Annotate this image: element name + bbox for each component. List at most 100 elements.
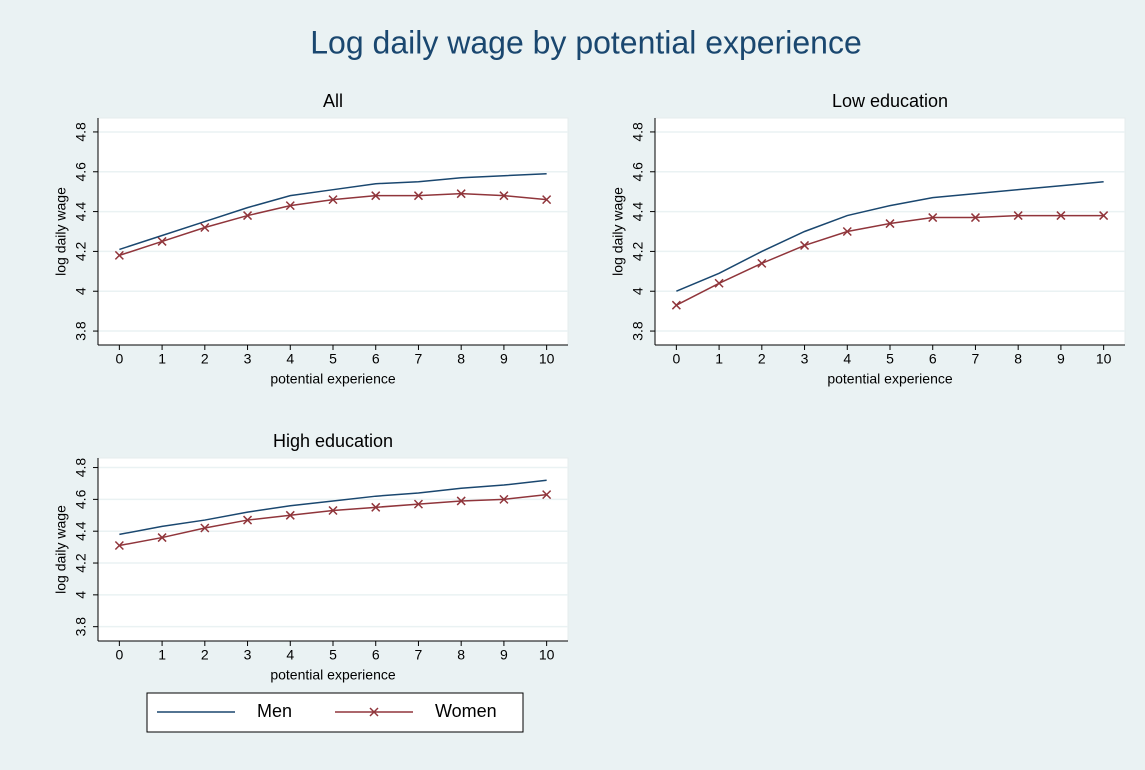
marker bbox=[328, 505, 338, 516]
marker bbox=[757, 258, 767, 268]
series-line bbox=[119, 479, 547, 536]
x-tick-label: 0 bbox=[115, 351, 123, 367]
figure-title: Log daily wage by potential experience bbox=[310, 24, 861, 60]
panel-title: High education bbox=[273, 431, 393, 451]
x-tick-label: 7 bbox=[415, 647, 423, 663]
x-tick-label: 4 bbox=[286, 351, 294, 367]
y-axis-label: log daily wage bbox=[53, 187, 69, 276]
x-tick-label: 6 bbox=[372, 647, 380, 663]
y-tick-label: 4.4 bbox=[630, 202, 646, 222]
y-tick-label: 4.6 bbox=[73, 162, 89, 182]
y-tick-label: 4.8 bbox=[73, 122, 89, 142]
x-tick-label: 8 bbox=[457, 351, 465, 367]
marker bbox=[200, 523, 210, 533]
x-tick-label: 9 bbox=[500, 351, 508, 367]
y-axis-label: log daily wage bbox=[53, 505, 69, 594]
y-axis-label: log daily wage bbox=[610, 187, 626, 276]
x-tick-label: 8 bbox=[1014, 351, 1022, 367]
marker bbox=[499, 494, 509, 504]
x-tick-label: 1 bbox=[158, 647, 166, 663]
marker bbox=[157, 236, 167, 246]
x-tick-label: 2 bbox=[758, 351, 766, 367]
marker bbox=[1099, 211, 1109, 221]
marker bbox=[114, 250, 124, 260]
marker bbox=[413, 191, 423, 201]
x-axis-label: potential experience bbox=[827, 371, 953, 387]
x-tick-label: 5 bbox=[886, 351, 894, 367]
marker bbox=[413, 499, 423, 509]
plot-area bbox=[97, 117, 569, 346]
marker bbox=[243, 211, 253, 221]
y-tick-label: 4.4 bbox=[73, 521, 89, 541]
x-tick-label: 7 bbox=[415, 351, 423, 367]
marker bbox=[970, 213, 980, 223]
marker bbox=[499, 191, 509, 201]
y-tick-label: 4 bbox=[73, 591, 89, 599]
marker bbox=[885, 219, 895, 229]
marker bbox=[542, 490, 552, 500]
x-tick-label: 3 bbox=[244, 351, 252, 367]
x-tick-label: 7 bbox=[972, 351, 980, 367]
x-tick-label: 3 bbox=[801, 351, 809, 367]
x-tick-label: 9 bbox=[500, 647, 508, 663]
y-tick-label: 3.8 bbox=[73, 321, 89, 341]
marker bbox=[928, 213, 938, 223]
series-line bbox=[676, 180, 1104, 292]
x-axis-label: potential experience bbox=[270, 371, 396, 387]
marker bbox=[285, 510, 295, 520]
x-axis-label: potential experience bbox=[270, 667, 396, 683]
x-tick-label: 1 bbox=[158, 351, 166, 367]
marker bbox=[371, 502, 381, 512]
marker bbox=[456, 496, 466, 506]
legend-label: Men bbox=[257, 701, 292, 721]
y-tick-label: 4.4 bbox=[73, 202, 89, 222]
y-tick-label: 4.8 bbox=[73, 458, 89, 478]
x-tick-label: 4 bbox=[843, 351, 851, 367]
x-tick-label: 3 bbox=[244, 647, 252, 663]
marker bbox=[456, 189, 466, 199]
plot-area bbox=[654, 117, 1126, 346]
x-tick-label: 2 bbox=[201, 351, 209, 367]
legend-label: Women bbox=[435, 701, 497, 721]
y-tick-label: 4.6 bbox=[73, 489, 89, 509]
marker bbox=[285, 201, 295, 211]
marker bbox=[243, 515, 253, 525]
marker bbox=[328, 195, 338, 205]
marker bbox=[371, 191, 381, 201]
marker bbox=[542, 195, 552, 205]
panel-title: All bbox=[323, 91, 343, 111]
series-line bbox=[119, 173, 547, 251]
y-tick-label: 4 bbox=[630, 287, 646, 295]
x-tick-label: 6 bbox=[372, 351, 380, 367]
x-tick-label: 8 bbox=[457, 647, 465, 663]
legend-marker bbox=[369, 707, 379, 717]
x-tick-label: 2 bbox=[201, 647, 209, 663]
marker bbox=[671, 300, 681, 310]
marker bbox=[200, 222, 210, 233]
marker bbox=[842, 226, 852, 237]
y-tick-label: 4.2 bbox=[73, 241, 89, 261]
x-tick-label: 5 bbox=[329, 647, 337, 663]
x-tick-label: 5 bbox=[329, 351, 337, 367]
y-tick-label: 4 bbox=[73, 287, 89, 295]
marker bbox=[800, 240, 810, 250]
x-tick-label: 0 bbox=[672, 351, 680, 367]
x-tick-label: 0 bbox=[115, 647, 123, 663]
x-tick-label: 10 bbox=[539, 351, 555, 367]
marker bbox=[157, 533, 167, 543]
marker bbox=[1013, 211, 1023, 221]
x-tick-label: 9 bbox=[1057, 351, 1065, 367]
marker bbox=[114, 540, 124, 551]
y-tick-label: 4.2 bbox=[630, 241, 646, 261]
x-tick-label: 10 bbox=[1096, 351, 1112, 367]
plot-area bbox=[97, 457, 569, 642]
marker bbox=[714, 278, 724, 288]
y-tick-label: 3.8 bbox=[630, 321, 646, 341]
x-tick-label: 4 bbox=[286, 647, 294, 663]
panel-title: Low education bbox=[832, 91, 948, 111]
y-tick-label: 4.8 bbox=[630, 122, 646, 142]
y-tick-label: 4.6 bbox=[630, 162, 646, 182]
y-tick-label: 4.2 bbox=[73, 553, 89, 573]
